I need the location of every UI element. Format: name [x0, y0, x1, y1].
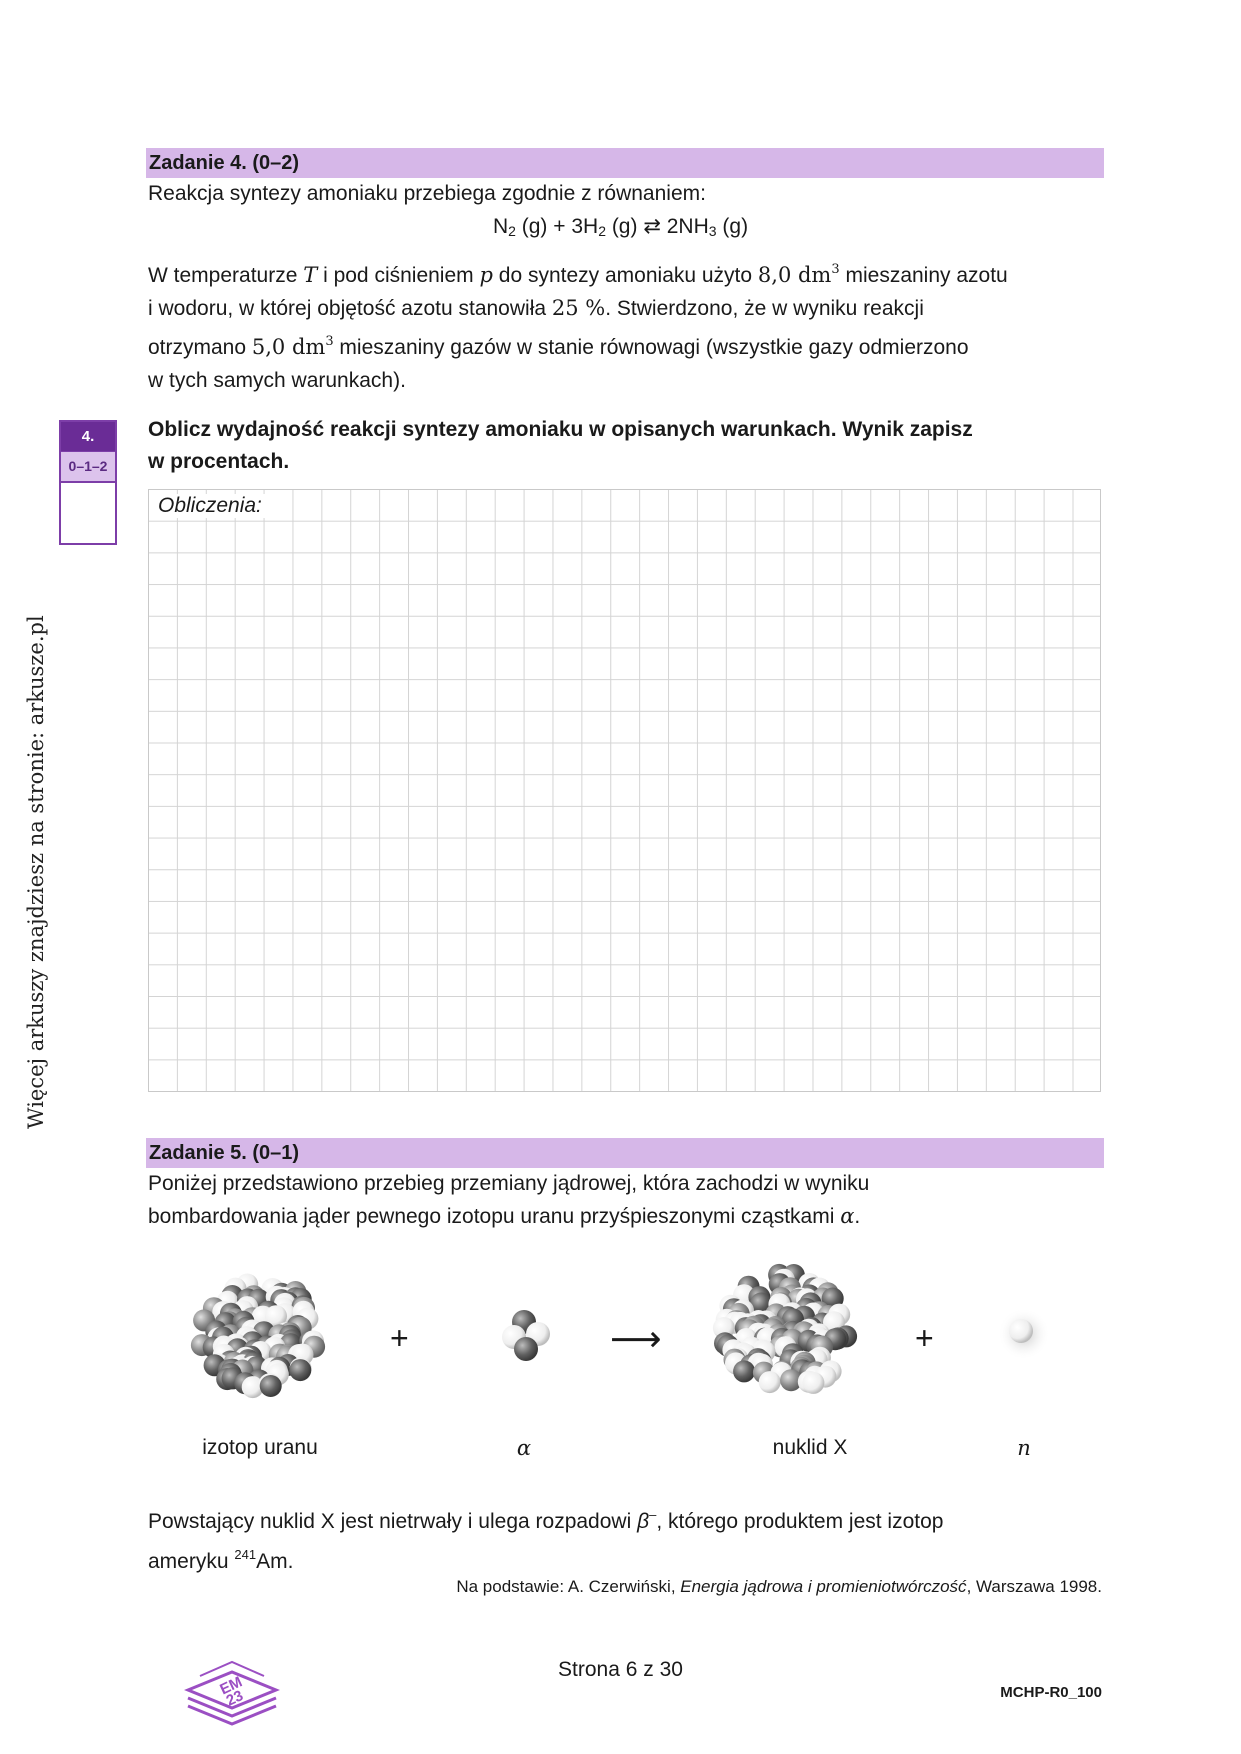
alpha-particle-image [502, 1310, 550, 1361]
score-points: 0–1–2 [61, 451, 115, 483]
em23-logo-icon: EM 23 [184, 1660, 280, 1726]
plus-sign-2: + [915, 1320, 934, 1356]
page-number: Strona 6 z 30 [558, 1658, 683, 1681]
uranium-nucleus-image [190, 1273, 326, 1399]
score-box: 4. 0–1–2 [59, 420, 117, 545]
nuclear-reaction-diagram [190, 1263, 1050, 1399]
task5-after: Powstający nuklid X jest nietrwały i ule… [148, 1507, 944, 1573]
neutron-image [998, 1308, 1050, 1360]
reaction-equation: N2 (g) + 3H2 (g) ⇄ 2NH3 (g) [492, 215, 749, 239]
task4-header: Zadanie 4. (0–2) [146, 148, 1104, 178]
task4-instruction: Oblicz wydajność reakcji syntezy amoniak… [148, 418, 973, 473]
reaction-arrow: ⟶ [610, 1318, 662, 1359]
source-citation: Na podstawie: A. Czerwiński, Energia jąd… [456, 1577, 1102, 1596]
label-neutron: n [1017, 1436, 1031, 1460]
label-alpha: α [516, 1436, 532, 1460]
exam-code: MCHP-R0_100 [1000, 1684, 1102, 1701]
task5-intro: Poniżej przedstawiono przebieg przemiany… [148, 1172, 870, 1228]
label-nuclide-x: nuklid X [772, 1436, 848, 1459]
score-entry-field[interactable] [61, 483, 115, 544]
task5-header: Zadanie 5. (0–1) [146, 1138, 1104, 1168]
label-uranium: izotop uranu [202, 1436, 318, 1459]
task4-intro: Reakcja syntezy amoniaku przebiega zgodn… [148, 182, 706, 205]
grid-label: Obliczenia: [158, 494, 266, 518]
plus-sign-1: + [390, 1320, 409, 1356]
nuclide-x-image [712, 1263, 858, 1394]
side-note: Więcej arkuszy znajdziesz na stronie: ar… [24, 615, 48, 1129]
svg-text:23: 23 [224, 1687, 246, 1709]
score-task-number: 4. [61, 422, 115, 451]
task4-paragraph: W temperaturze T i pod ciśnieniem p do s… [148, 262, 1008, 392]
calculation-grid[interactable]: Obliczenia: [148, 489, 1101, 1092]
